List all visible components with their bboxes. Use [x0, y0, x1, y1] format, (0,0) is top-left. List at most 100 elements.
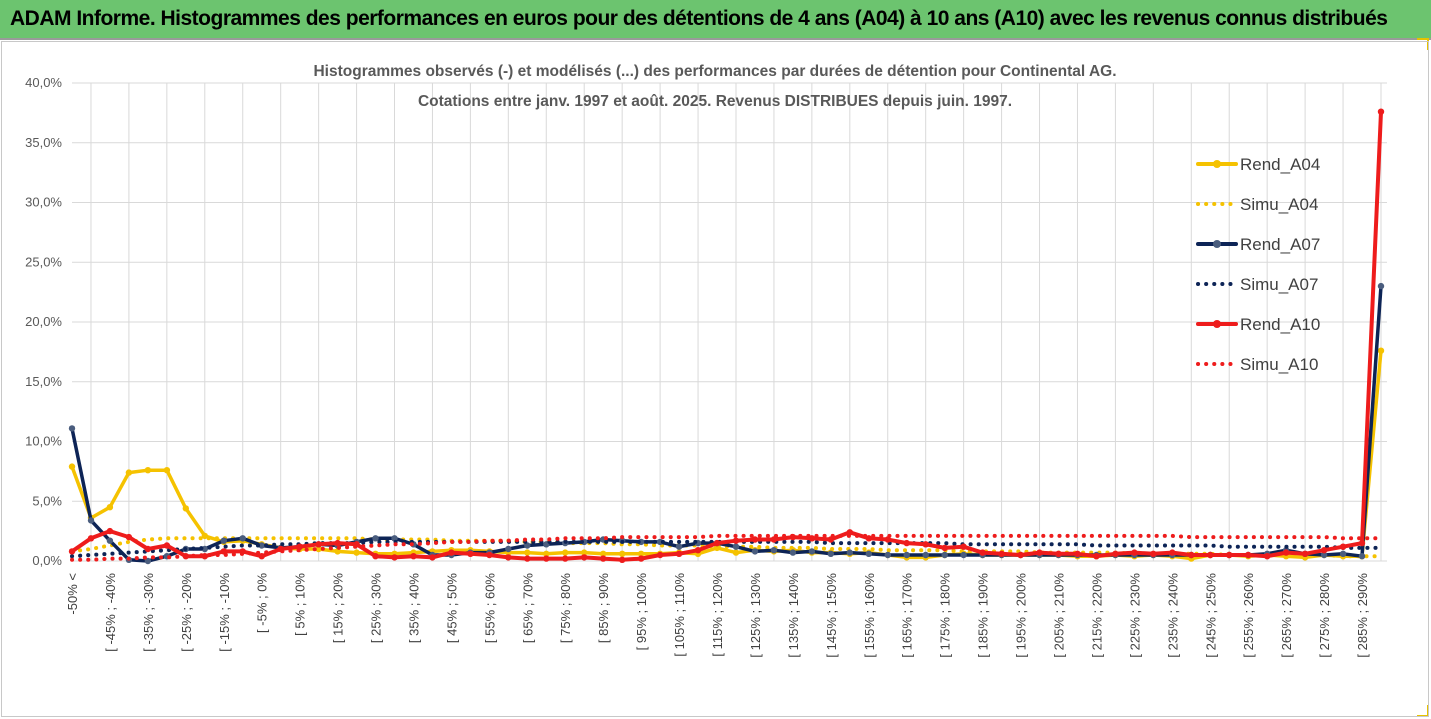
x-tick-label: [ 45% ; 50% [444, 573, 459, 644]
data-point-rend_a10 [1074, 550, 1081, 557]
x-tick-label: -50% < [65, 573, 80, 615]
data-point-rend_a10 [410, 553, 417, 560]
data-point-rend_a04 [144, 467, 152, 474]
data-point-rend_a07 [960, 551, 967, 559]
y-tick-label: 40,0% [25, 75, 62, 90]
x-tick-label: [ 275% ; 280% [1317, 573, 1332, 658]
x-tick-label: [ -35% ; -30% [141, 573, 156, 652]
data-point-rend_a07 [1377, 282, 1385, 290]
data-point-rend_a10 [372, 553, 379, 560]
legend-label-simu_a10: Simu_A10 [1240, 355, 1318, 374]
y-tick-label: 10,0% [25, 434, 62, 449]
data-point-rend_a07 [391, 535, 398, 542]
data-point-rend_a10 [1150, 550, 1157, 557]
x-tick-label: [ 15% ; 20% [331, 573, 346, 644]
data-point-rend_a04 [68, 463, 76, 470]
y-tick-label: 15,0% [25, 374, 62, 389]
data-point-rend_a07 [922, 551, 929, 559]
data-point-rend_a04 [201, 532, 208, 540]
data-point-rend_a10 [960, 543, 967, 550]
data-point-rend_a07 [220, 537, 227, 544]
data-point-rend_a10 [1207, 551, 1214, 559]
gridlines [72, 82, 1387, 562]
data-point-rend_a10 [125, 533, 133, 541]
data-point-rend_a10 [1320, 547, 1328, 554]
x-tick-label: [ 105% ; 110% [672, 573, 687, 657]
data-point-rend_a07 [941, 551, 948, 559]
data-point-rend_a10 [524, 555, 531, 562]
data-point-rend_a07 [884, 551, 891, 559]
data-point-rend_a04 [125, 469, 133, 476]
data-point-rend_a04 [543, 550, 550, 557]
data-point-rend_a10 [846, 529, 853, 536]
data-point-rend_a04 [581, 549, 588, 556]
data-point-rend_a10 [1226, 551, 1233, 559]
data-point-rend_a07 [258, 542, 265, 549]
data-point-rend_a04 [732, 549, 740, 556]
data-point-rend_a04 [619, 550, 626, 557]
data-point-rend_a10 [1264, 553, 1271, 560]
data-point-rend_a10 [391, 554, 398, 561]
x-tick-label: [ 125% ; 130% [748, 573, 763, 658]
x-tick-label: [ 225% ; 230% [1127, 573, 1142, 658]
data-point-rend_a07 [675, 543, 683, 550]
x-tick-label: [ 55% ; 60% [482, 573, 497, 644]
data-point-rend_a10 [600, 555, 607, 562]
x-tick-label: [ -5% ; 0% [255, 573, 270, 633]
y-tick-label: 25,0% [25, 254, 62, 269]
data-point-rend_a10 [1017, 551, 1024, 559]
data-point-rend_a10 [258, 553, 265, 560]
data-point-rend_a07 [751, 548, 759, 555]
data-point-rend_a10 [751, 536, 759, 543]
data-point-rend_a07 [770, 547, 778, 554]
y-tick-label: 30,0% [25, 195, 62, 210]
data-point-rend_a10 [713, 539, 721, 547]
data-point-rend_a07 [87, 517, 95, 524]
data-point-rend_a07 [827, 550, 834, 557]
legend-label-rend_a10: Rend_A10 [1240, 315, 1320, 334]
legend-marker-rend_a04 [1213, 160, 1221, 168]
data-point-rend_a10 [1377, 108, 1385, 115]
data-point-rend_a10 [619, 556, 626, 563]
data-point-rend_a10 [1245, 551, 1252, 559]
series-line-rend_a07 [70, 284, 1383, 563]
data-point-rend_a10 [543, 555, 550, 562]
data-point-rend_a07 [732, 543, 740, 550]
legend-marker-rend_a07 [1213, 240, 1221, 248]
y-axis-ticks: 0,0% 5,0% 10,0% 15,0% 20,0% 25,0% 30,0% 35,0% 40… [25, 75, 62, 568]
data-point-rend_a10 [656, 551, 664, 559]
x-tick-label: [ 165% ; 170% [900, 573, 915, 658]
data-point-rend_a10 [998, 550, 1005, 557]
x-tick-label: [ -25% ; -20% [179, 573, 194, 652]
data-point-rend_a10 [808, 535, 816, 542]
data-point-rend_a10 [315, 541, 322, 548]
data-point-rend_a10 [1282, 549, 1290, 556]
data-point-rend_a10 [429, 554, 436, 561]
x-tick-label: [ 155% ; 160% [862, 573, 877, 658]
data-point-rend_a07 [372, 535, 379, 542]
data-point-rend_a07 [144, 557, 152, 565]
data-point-rend_a10 [144, 545, 152, 553]
x-tick-label: [ 85% ; 90% [596, 573, 611, 644]
data-point-rend_a10 [1188, 551, 1195, 559]
x-tick-label: [ -15% ; -10% [217, 573, 232, 652]
data-point-rend_a04 [353, 549, 360, 556]
legend-label-simu_a04: Simu_A04 [1240, 195, 1318, 214]
data-point-rend_a07 [106, 537, 114, 544]
data-point-rend_a07 [1320, 551, 1328, 559]
x-tick-label: [ 75% ; 80% [558, 573, 573, 644]
data-point-rend_a10 [922, 541, 929, 548]
data-point-rend_a10 [448, 549, 455, 556]
data-point-rend_a10 [1339, 543, 1347, 550]
data-point-rend_a10 [296, 543, 303, 550]
x-tick-label: [ 215% ; 220% [1089, 573, 1104, 658]
data-point-rend_a10 [68, 548, 76, 555]
data-point-rend_a10 [562, 555, 569, 562]
data-point-rend_a10 [637, 555, 645, 562]
series-line-simu_a10 [70, 533, 1383, 562]
chart-area [1, 41, 1429, 717]
data-point-rend_a10 [106, 527, 114, 535]
data-point-rend_a04 [315, 545, 322, 553]
series-lines [68, 108, 1385, 565]
data-point-rend_a04 [524, 549, 531, 556]
